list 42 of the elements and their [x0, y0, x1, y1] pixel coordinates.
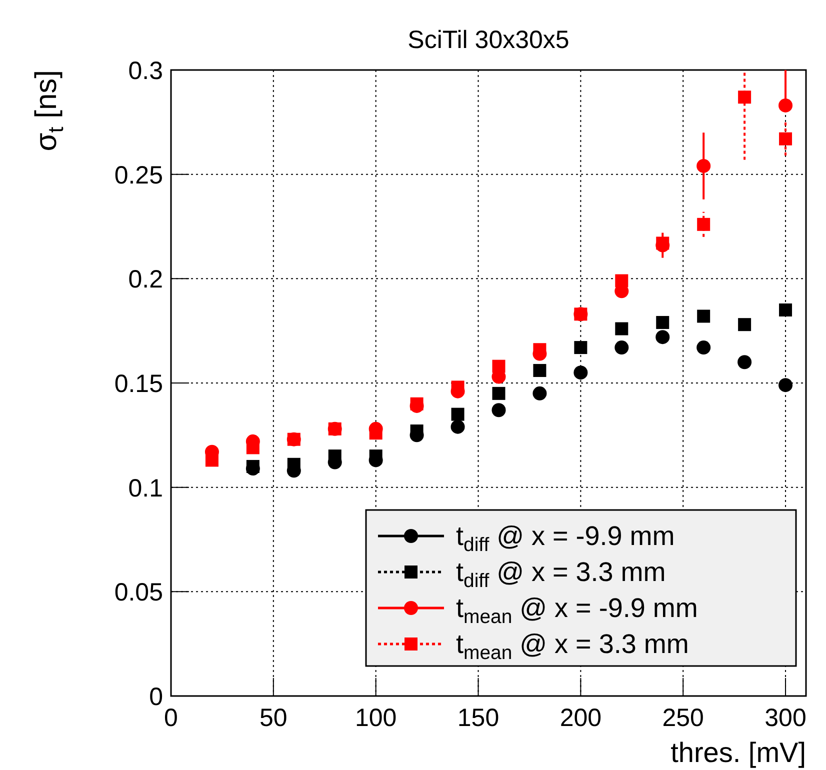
chart-title: SciTil 30x30x5	[408, 26, 570, 54]
point	[696, 158, 711, 173]
x-tick-label: 300	[764, 704, 806, 732]
x-axis-title: thres. [mV]	[670, 737, 806, 768]
x-tick-label: 200	[560, 704, 602, 732]
legend-label: t$_{mean}$ @ x = -9.9 mm	[456, 593, 698, 628]
point	[615, 322, 628, 336]
x-tick-label: 250	[662, 704, 704, 732]
point	[738, 90, 752, 104]
point	[492, 386, 506, 400]
point	[779, 132, 792, 146]
point	[778, 98, 793, 112]
point	[451, 408, 464, 421]
y-tick-label: 0.2	[128, 266, 163, 294]
point	[450, 420, 465, 434]
point	[614, 340, 629, 355]
point	[697, 310, 710, 323]
point	[656, 330, 670, 344]
y-tick-label: 0.1	[128, 474, 163, 502]
point	[532, 386, 547, 400]
y-tick-label: 0.15	[114, 370, 163, 398]
point	[574, 366, 588, 380]
point	[574, 341, 588, 354]
x-tick-label: 50	[260, 704, 288, 732]
point	[697, 218, 710, 231]
legend-label: t$_{mean}$ @ x = 3.3 mm	[456, 629, 689, 664]
point	[533, 364, 546, 377]
legend-label: t$_{diff}$ @ x = 3.3 mm	[456, 557, 666, 592]
x-tick-label: 100	[354, 704, 397, 732]
point	[492, 403, 506, 418]
point	[696, 340, 711, 355]
y-tick-label: 0	[149, 683, 163, 711]
point	[738, 318, 752, 332]
y-tick-label: 0.3	[128, 57, 163, 85]
legend-label: t$_{diff}$ @ x = -9.9 mm	[456, 521, 675, 556]
point	[779, 303, 792, 316]
y-tick-label: 0.25	[114, 161, 163, 190]
point	[738, 355, 752, 370]
point	[778, 378, 793, 392]
x-tick-label: 150	[457, 704, 500, 732]
point	[656, 316, 670, 329]
y-tick-label: 0.05	[114, 578, 163, 607]
